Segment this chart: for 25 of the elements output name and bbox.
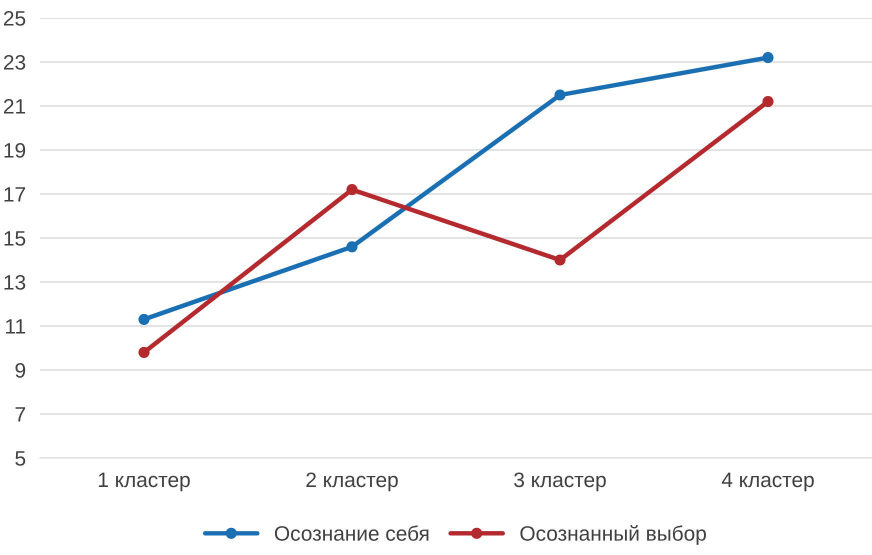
x-tick-label: 4 кластер: [722, 472, 814, 492]
y-tick-label: 11: [6, 319, 26, 334]
y-tick-label: 9: [16, 363, 26, 378]
y-tick-label: 17: [4, 187, 26, 202]
x-tick-label: 1 кластер: [98, 472, 190, 492]
y-tick-label: 23: [4, 55, 26, 70]
y-tick-label: 25: [4, 11, 26, 26]
point: [346, 184, 358, 196]
point: [138, 346, 150, 358]
y-tick-label: 19: [4, 143, 26, 158]
legend-label: Осознанный выбор: [520, 525, 706, 545]
y-tick-label: 5: [15, 451, 26, 466]
x-tick-label: 2 кластер: [306, 472, 398, 492]
y-tick-label: 13: [4, 275, 26, 290]
y-tick-label: 7: [16, 407, 26, 422]
point: [554, 89, 566, 101]
y-tick-label: 21: [4, 99, 26, 114]
x-tick-label: 3 кластер: [514, 472, 606, 492]
point: [346, 241, 358, 252]
point: [762, 52, 774, 64]
point: [554, 254, 566, 266]
point: [762, 96, 774, 108]
point: [138, 314, 150, 325]
legend-label: Осознание себя: [274, 525, 428, 541]
y-tick-label: 15: [4, 231, 26, 246]
